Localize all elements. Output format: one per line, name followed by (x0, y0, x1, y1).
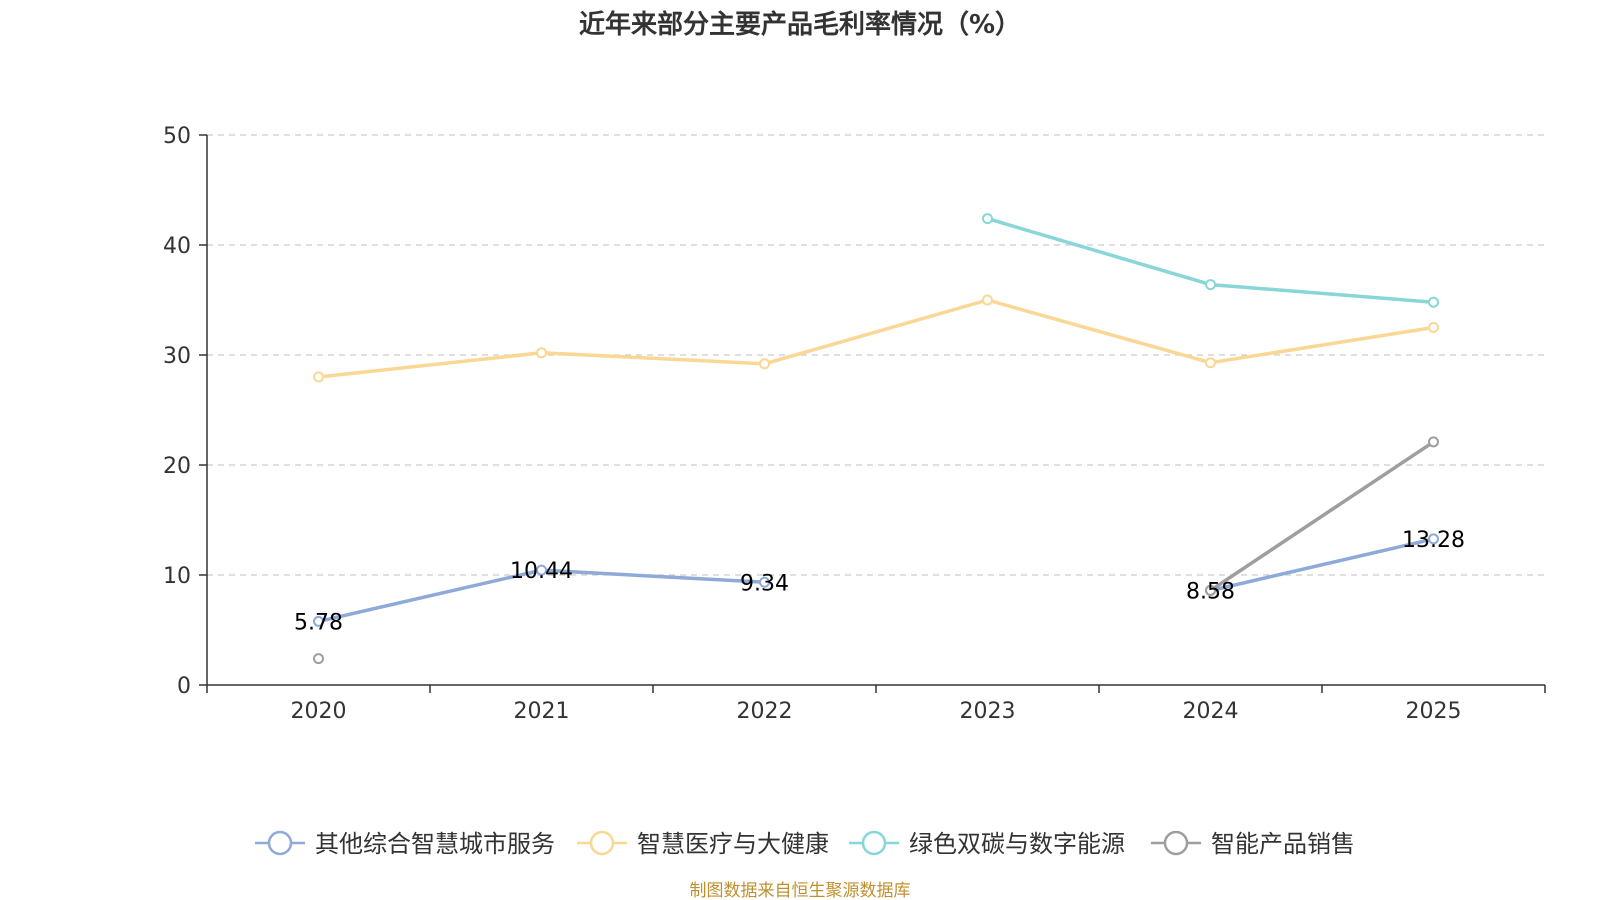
series-4 (313, 436, 1439, 665)
legend-item-3: 绿色双碳与数字能源 (849, 830, 1125, 858)
data-point (536, 564, 547, 576)
data-point (1428, 296, 1439, 308)
y-tick-label: 10 (163, 564, 191, 589)
data-point (1205, 279, 1216, 291)
x-tick-label: 2021 (514, 699, 570, 724)
y-tick-label: 50 (163, 124, 191, 149)
data-label: 9.34 (740, 571, 789, 596)
data-point (313, 371, 324, 383)
legend-marker (589, 830, 615, 856)
data-point (982, 294, 993, 306)
series-line (318, 298, 1434, 379)
data-point (1428, 533, 1439, 545)
legend-marker (267, 830, 293, 856)
legend-marker (1163, 830, 1189, 856)
x-tick-label: 2023 (960, 699, 1016, 724)
legend-item-4: 智能产品销售 (1151, 830, 1355, 858)
legend-item-2: 智慧医疗与大健康 (577, 830, 829, 858)
data-point (1205, 584, 1216, 596)
legend-label: 智慧医疗与大健康 (637, 830, 829, 858)
data-point (982, 213, 993, 225)
y-tick-label: 40 (163, 234, 191, 259)
legend-item-1: 其他综合智慧城市服务 (255, 830, 555, 858)
series-1 (313, 533, 1439, 627)
legend-label: 绿色双碳与数字能源 (909, 830, 1125, 858)
data-point (313, 615, 324, 627)
y-tick-label: 0 (177, 674, 191, 699)
x-tick-label: 2025 (1406, 699, 1462, 724)
legend-label: 其他综合智慧城市服务 (315, 830, 555, 858)
data-label: 13.28 (1402, 528, 1465, 553)
x-tick-label: 2022 (737, 699, 793, 724)
series-2 (313, 294, 1439, 383)
legend: 其他综合智慧城市服务 智慧医疗与大健康 绿色双碳与数字能源 智能产品销售 (255, 830, 1355, 858)
data-point (536, 347, 547, 359)
data-point (759, 358, 770, 370)
x-tick-label: 2024 (1183, 699, 1239, 724)
data-label: 8.58 (1186, 580, 1235, 605)
source-note: 制图数据来自恒生聚源数据库 (690, 881, 911, 900)
data-point (1428, 322, 1439, 333)
series-line (1210, 537, 1434, 593)
data-point (1428, 436, 1439, 448)
series-lines (313, 213, 1439, 665)
data-label: 5.78 (294, 610, 343, 635)
chart-title: 近年来部分主要产品毛利率情况（%） (579, 9, 1021, 40)
data-point (313, 653, 324, 665)
data-label: 10.44 (510, 559, 573, 584)
data-point (759, 576, 770, 588)
y-tick-label: 30 (163, 344, 191, 369)
legend-marker (861, 830, 887, 856)
data-point (1205, 357, 1216, 369)
grid-lines (207, 134, 1545, 576)
series-3 (982, 213, 1439, 308)
data-labels: 5.78 10.44 9.34 8.58 13.28 (294, 528, 1465, 636)
x-tick-label: 2020 (291, 699, 347, 724)
series-line (1209, 440, 1435, 592)
legend-label: 智能产品销售 (1211, 830, 1355, 858)
axes: 0 10 20 30 40 50 2020 2021 2022 2023 2024 2025 (163, 124, 1546, 724)
y-tick-label: 20 (163, 454, 191, 479)
